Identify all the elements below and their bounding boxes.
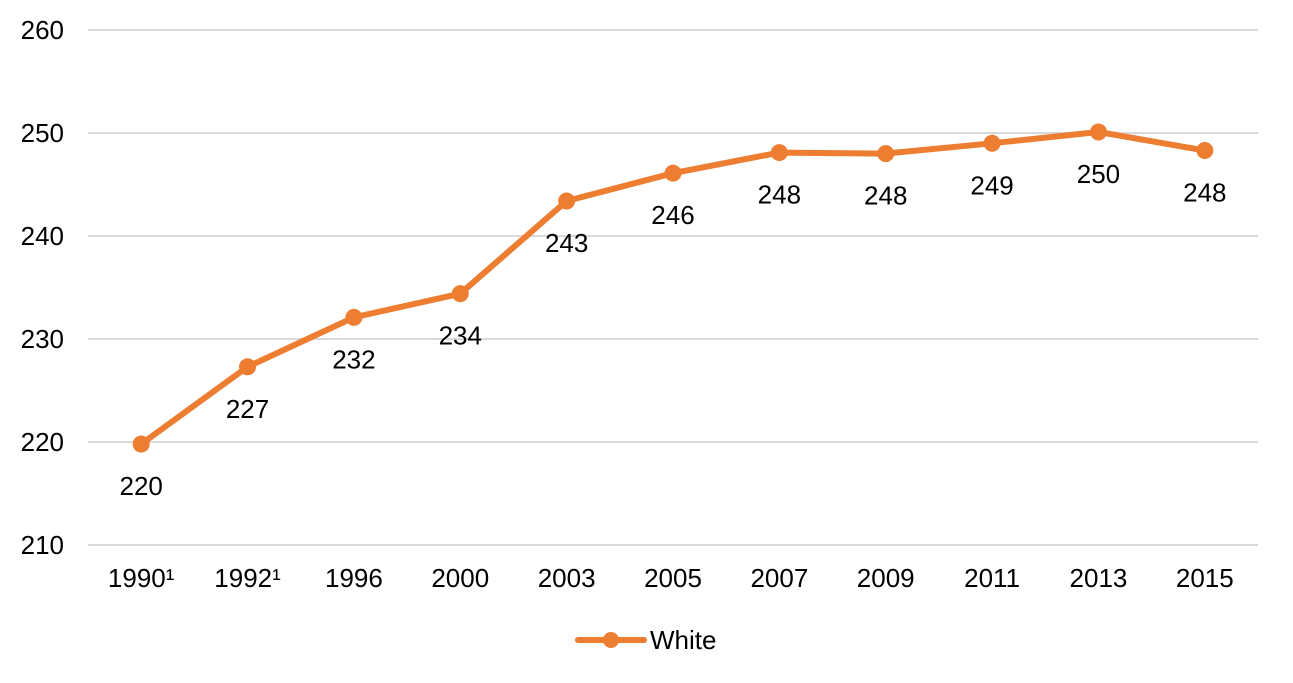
data-point xyxy=(239,358,257,376)
x-tick-label: 1996 xyxy=(325,563,383,593)
data-point xyxy=(132,435,150,453)
data-label: 246 xyxy=(651,200,694,230)
data-labels: 220 227 232 234 243 246 248 248 249 250 248 xyxy=(119,159,1226,501)
legend-label-white: White xyxy=(650,625,716,655)
y-tick-label: 260 xyxy=(21,15,64,45)
data-label: 232 xyxy=(332,344,375,374)
data-point xyxy=(1089,123,1107,141)
legend-marker-white xyxy=(603,632,619,648)
x-tick-label: 2015 xyxy=(1176,563,1234,593)
data-label: 227 xyxy=(226,394,269,424)
data-point xyxy=(451,285,469,303)
data-point xyxy=(558,192,576,210)
data-point xyxy=(1196,142,1214,160)
x-tick-label: 1992¹ xyxy=(214,563,281,593)
x-tick-label: 2013 xyxy=(1070,563,1128,593)
x-axis: 1990¹ 1992¹ 1996 2000 2003 2005 2007 2009 2011 20… xyxy=(108,563,1234,593)
y-tick-label: 210 xyxy=(21,530,64,560)
data-label: 243 xyxy=(545,228,588,258)
x-tick-label: 2009 xyxy=(857,563,915,593)
y-tick-label: 230 xyxy=(21,324,64,354)
data-point xyxy=(877,145,895,163)
x-tick-label: 1990¹ xyxy=(108,563,175,593)
data-point xyxy=(345,308,363,326)
data-label: 220 xyxy=(119,471,162,501)
data-label: 249 xyxy=(970,170,1013,200)
data-label: 248 xyxy=(864,181,907,211)
x-tick-label: 2005 xyxy=(644,563,702,593)
data-point xyxy=(983,134,1001,152)
data-label: 234 xyxy=(439,321,482,351)
x-tick-label: 2007 xyxy=(750,563,808,593)
data-label: 248 xyxy=(758,180,801,210)
series-white xyxy=(132,123,1214,453)
y-tick-label: 240 xyxy=(21,221,64,251)
data-point xyxy=(770,144,788,162)
data-point xyxy=(664,164,682,182)
data-label: 248 xyxy=(1183,178,1226,208)
x-tick-label: 2003 xyxy=(538,563,596,593)
x-tick-label: 2011 xyxy=(964,563,1020,593)
y-tick-label: 250 xyxy=(21,118,64,148)
gridlines xyxy=(88,29,1258,546)
data-label: 250 xyxy=(1077,159,1120,189)
y-axis: 210 220 230 240 250 260 xyxy=(21,15,64,560)
legend: White xyxy=(575,625,716,655)
x-tick-label: 2000 xyxy=(431,563,489,593)
y-tick-label: 220 xyxy=(21,427,64,457)
